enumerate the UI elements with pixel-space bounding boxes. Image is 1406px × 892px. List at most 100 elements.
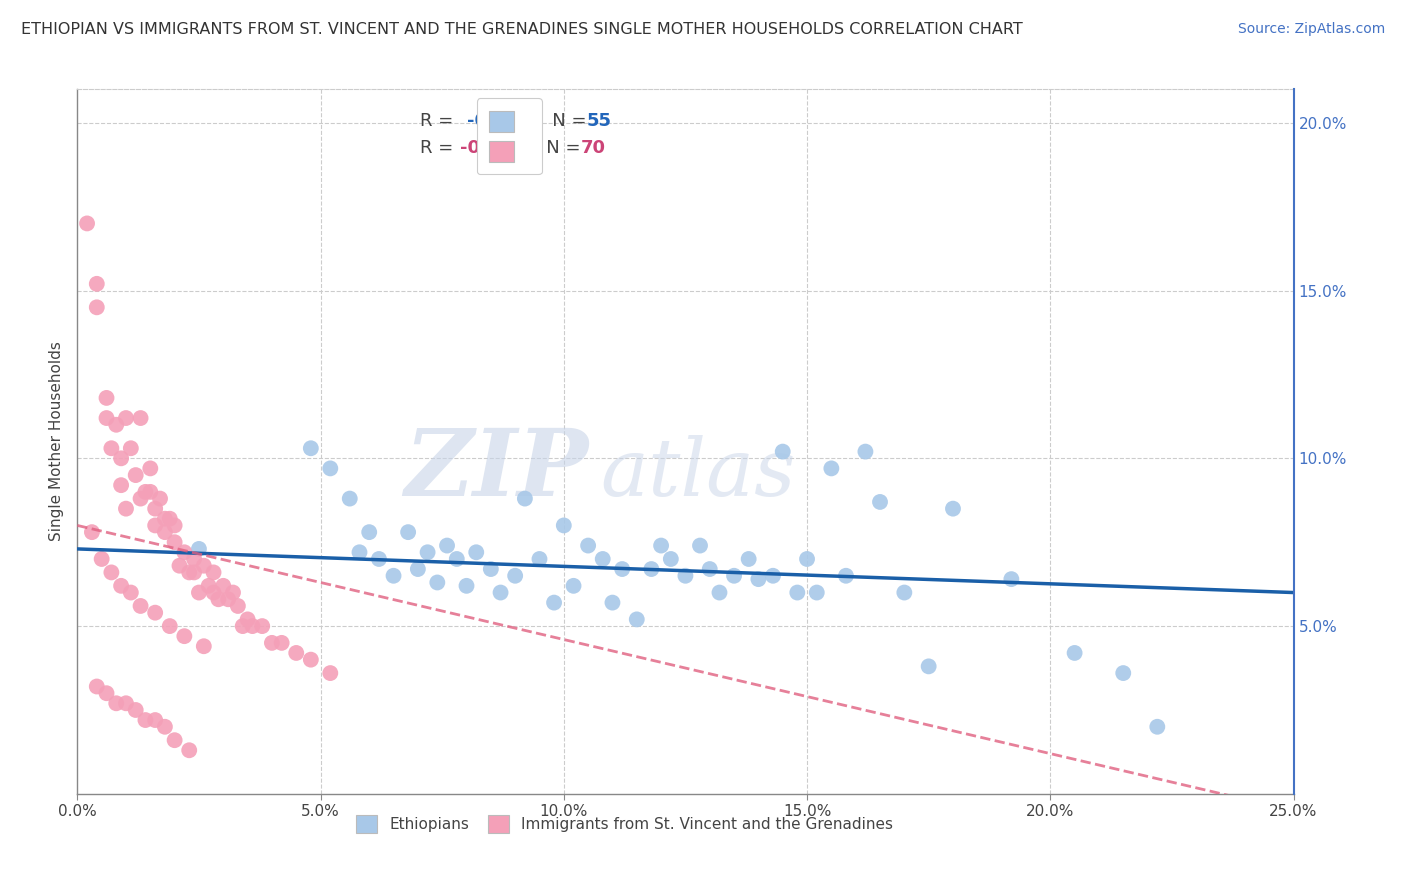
Point — [90, 552, 112, 566]
Point — [699, 562, 721, 576]
Point — [893, 585, 915, 599]
Point — [513, 491, 536, 506]
Point — [359, 525, 381, 540]
Point — [153, 720, 176, 734]
Point — [855, 444, 877, 458]
Point — [193, 639, 215, 653]
Point — [592, 552, 614, 566]
Text: Source: ZipAtlas.com: Source: ZipAtlas.com — [1237, 22, 1385, 37]
Point — [110, 478, 132, 492]
Point — [503, 568, 526, 582]
Point — [173, 545, 195, 559]
Point — [207, 592, 229, 607]
Point — [163, 518, 186, 533]
Point — [806, 585, 828, 599]
Point — [796, 552, 818, 566]
Point — [197, 579, 219, 593]
Point — [115, 696, 138, 710]
Text: -0.136: -0.136 — [467, 112, 531, 130]
Point — [226, 599, 249, 613]
Point — [179, 566, 201, 580]
Point — [543, 596, 565, 610]
Point — [489, 585, 512, 599]
Point — [436, 539, 458, 553]
Legend: Ethiopians, Immigrants from St. Vincent and the Grenadines: Ethiopians, Immigrants from St. Vincent … — [350, 809, 900, 839]
Point — [747, 572, 769, 586]
Point — [143, 501, 166, 516]
Point — [1112, 666, 1135, 681]
Point — [139, 461, 162, 475]
Point — [100, 442, 122, 456]
Point — [96, 391, 118, 405]
Point — [650, 539, 672, 553]
Point — [76, 216, 98, 230]
Point — [465, 545, 488, 559]
Text: R =: R = — [420, 139, 460, 157]
Point — [1000, 572, 1022, 586]
Text: ETHIOPIAN VS IMMIGRANTS FROM ST. VINCENT AND THE GRENADINES SINGLE MOTHER HOUSEH: ETHIOPIAN VS IMMIGRANTS FROM ST. VINCENT… — [21, 22, 1022, 37]
Point — [153, 512, 176, 526]
Point — [96, 411, 118, 425]
Point — [562, 579, 585, 593]
Point — [100, 566, 122, 580]
Y-axis label: Single Mother Households: Single Mother Households — [49, 342, 65, 541]
Text: R =: R = — [420, 112, 465, 130]
Point — [183, 566, 205, 580]
Point — [285, 646, 308, 660]
Point — [163, 535, 186, 549]
Text: ZIP: ZIP — [404, 425, 588, 515]
Point — [143, 606, 166, 620]
Point — [456, 579, 478, 593]
Point — [723, 568, 745, 582]
Point — [368, 552, 391, 566]
Point — [626, 612, 648, 626]
Point — [115, 411, 138, 425]
Point — [143, 713, 166, 727]
Text: N =: N = — [529, 139, 586, 157]
Point — [120, 442, 142, 456]
Point — [772, 444, 794, 458]
Text: N =: N = — [534, 112, 592, 130]
Point — [835, 568, 858, 582]
Point — [134, 484, 156, 499]
Point — [416, 545, 439, 559]
Point — [339, 491, 361, 506]
Point — [188, 585, 211, 599]
Text: atlas: atlas — [600, 434, 796, 512]
Point — [270, 636, 292, 650]
Point — [659, 552, 682, 566]
Point — [869, 495, 891, 509]
Point — [479, 562, 502, 576]
Point — [173, 629, 195, 643]
Point — [319, 666, 342, 681]
Point — [786, 585, 808, 599]
Point — [349, 545, 371, 559]
Point — [110, 579, 132, 593]
Point — [183, 552, 205, 566]
Point — [299, 653, 322, 667]
Point — [96, 686, 118, 700]
Point — [202, 566, 225, 580]
Point — [602, 596, 624, 610]
Point — [188, 541, 211, 556]
Point — [193, 558, 215, 573]
Text: -0.069: -0.069 — [460, 139, 524, 157]
Text: 55: 55 — [586, 112, 612, 130]
Point — [125, 703, 148, 717]
Point — [222, 585, 245, 599]
Point — [446, 552, 468, 566]
Point — [217, 592, 239, 607]
Point — [918, 659, 941, 673]
Point — [212, 579, 235, 593]
Point — [86, 680, 108, 694]
Point — [689, 539, 711, 553]
Point — [640, 562, 662, 576]
Point — [236, 612, 259, 626]
Point — [149, 491, 172, 506]
Point — [250, 619, 273, 633]
Point — [553, 518, 575, 533]
Point — [139, 484, 162, 499]
Point — [319, 461, 342, 475]
Point — [1146, 720, 1168, 734]
Point — [129, 411, 152, 425]
